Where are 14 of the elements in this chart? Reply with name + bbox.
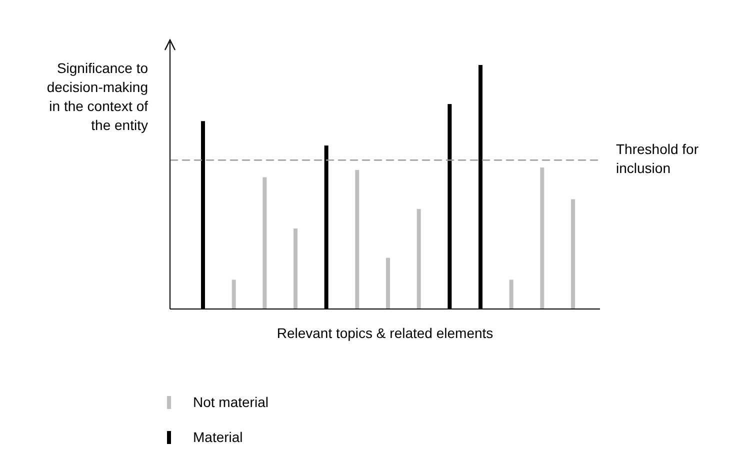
legend-label: Not material (193, 394, 268, 410)
bar (509, 280, 514, 309)
ref-line-label: Threshold for inclusion (616, 141, 699, 176)
bar (355, 170, 360, 309)
bar (571, 199, 575, 309)
x-axis-title: Relevant topics & related elements (276, 325, 494, 341)
bar (416, 208, 421, 309)
bar (232, 280, 236, 309)
bar (386, 258, 390, 309)
y-axis-title: Significance to decision-making in the context of the entity (46, 60, 148, 133)
bar (262, 177, 267, 309)
legend-label: Material (193, 429, 243, 445)
bar (294, 228, 298, 309)
bar (540, 167, 544, 309)
